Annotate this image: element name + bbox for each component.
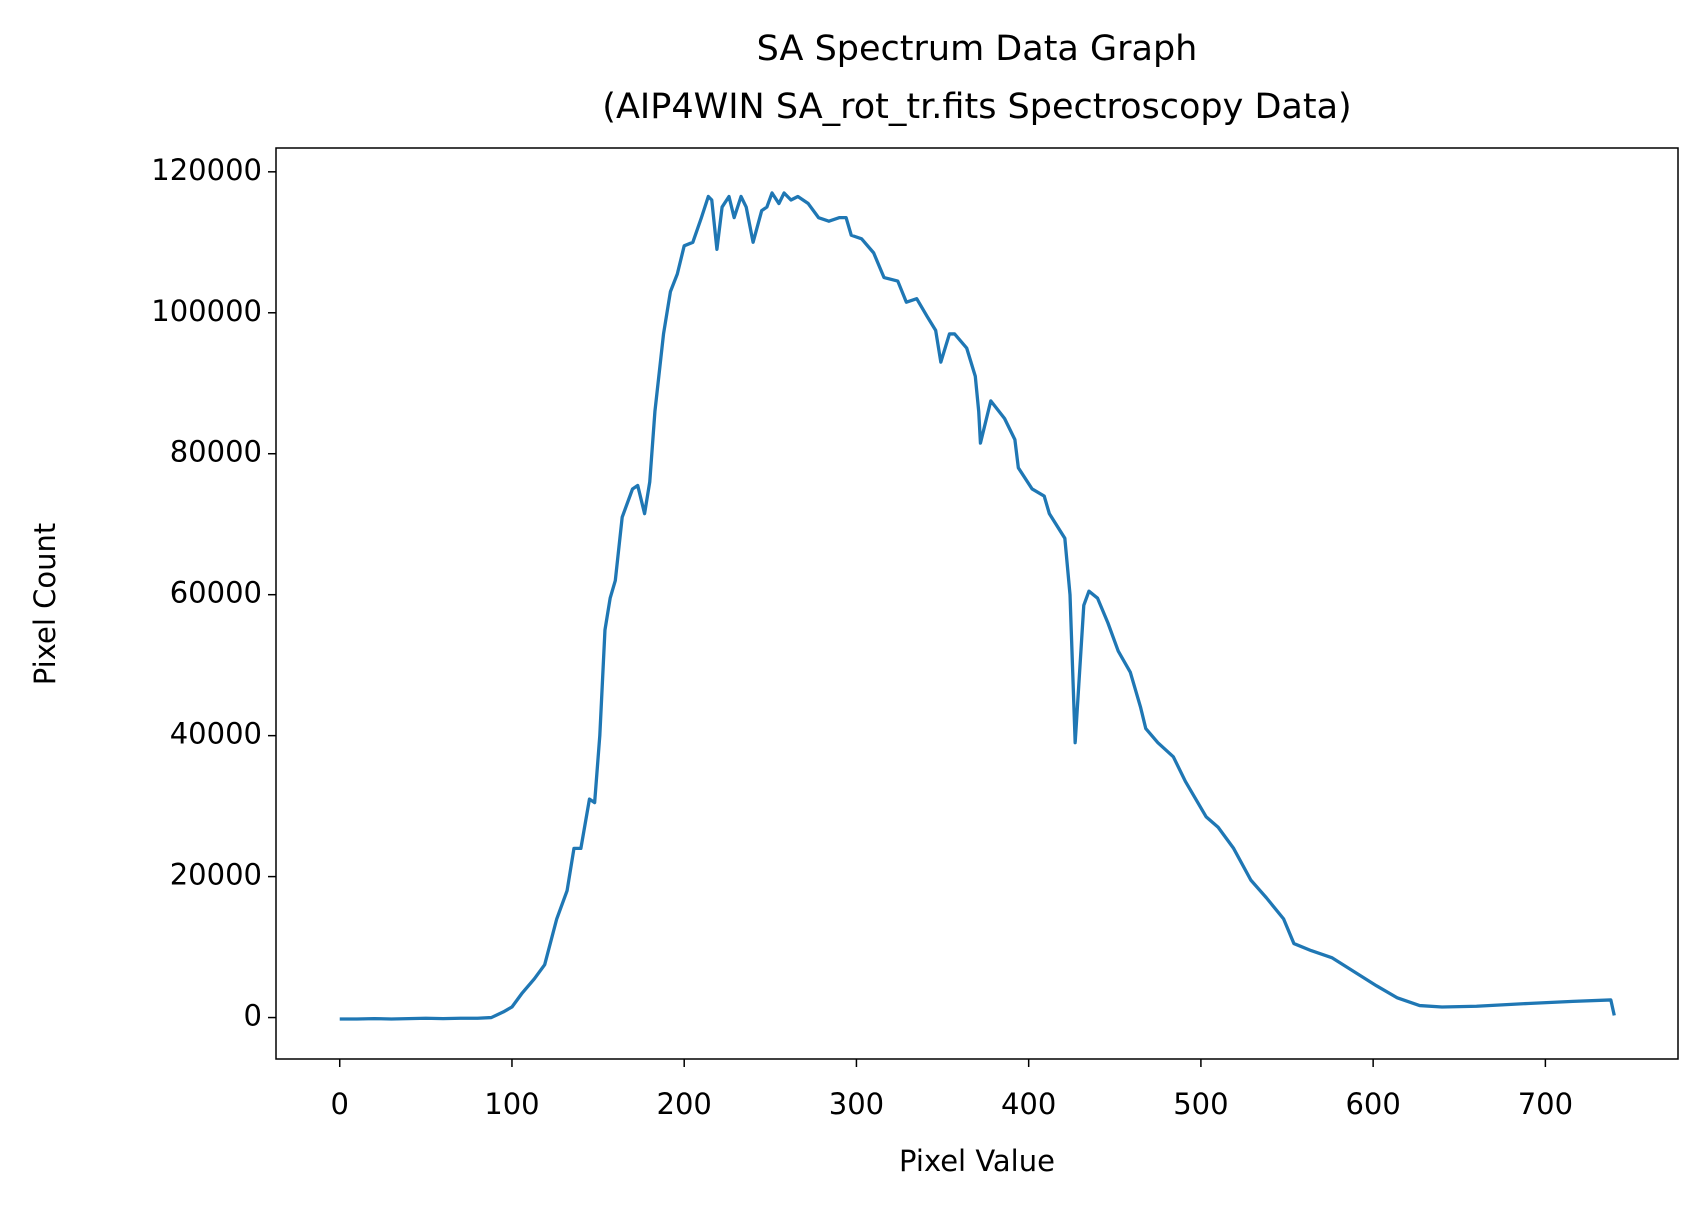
x-tick-label: 100 — [484, 1087, 539, 1121]
y-tick-label: 120000 — [151, 153, 262, 187]
y-tick-label: 100000 — [151, 294, 262, 328]
x-tick-label: 600 — [1345, 1087, 1400, 1121]
y-tick-label: 20000 — [170, 858, 262, 892]
y-tick-label: 60000 — [170, 576, 262, 610]
x-tick-label: 200 — [657, 1087, 712, 1121]
chart-subtitle: (AIP4WIN SA_rot_tr.fits Spectroscopy Dat… — [602, 87, 1351, 127]
x-tick-label: 500 — [1173, 1087, 1228, 1121]
x-tick-label: 0 — [331, 1087, 349, 1121]
x-tick-label: 700 — [1518, 1087, 1573, 1121]
x-tick-label: 400 — [1001, 1087, 1056, 1121]
y-tick-label: 40000 — [170, 717, 262, 751]
chart-title: SA Spectrum Data Graph — [757, 29, 1198, 69]
x-axis-label: Pixel Value — [899, 1144, 1055, 1178]
y-tick-label: 80000 — [170, 435, 262, 469]
x-tick-label: 300 — [829, 1087, 884, 1121]
y-tick-label: 0 — [244, 999, 262, 1033]
y-axis-label: Pixel Count — [28, 523, 62, 685]
plot-frame — [275, 147, 1679, 1060]
data-line — [339, 191, 1616, 1021]
